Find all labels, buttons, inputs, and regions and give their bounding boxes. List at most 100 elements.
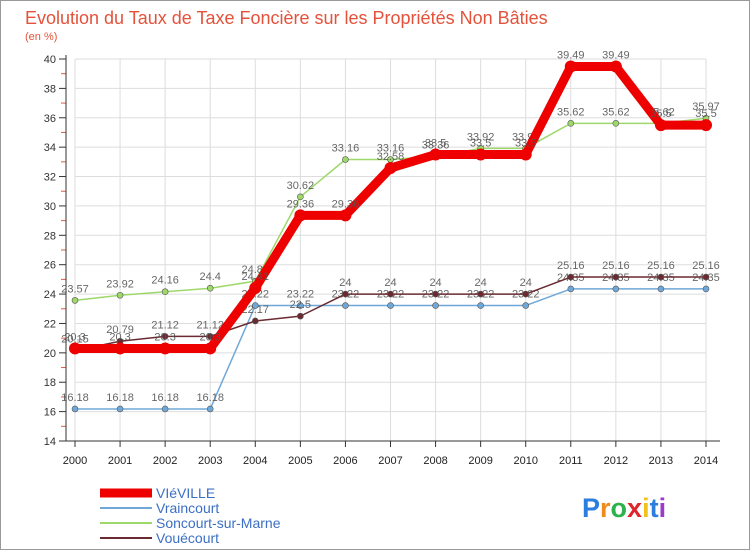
- data-label: 22.5: [290, 299, 311, 311]
- data-label: 39.49: [602, 49, 630, 61]
- x-tick-label: 2000: [63, 455, 87, 467]
- data-point: [700, 119, 712, 132]
- y-tick-label: 26: [44, 260, 56, 272]
- data-point: [161, 333, 169, 340]
- legend-label: VIéVILLE: [156, 485, 215, 501]
- data-point: [612, 285, 620, 293]
- x-tick-label: 2009: [468, 455, 492, 467]
- logo-text: Proxiti: [582, 493, 666, 523]
- data-label: 33.36: [422, 140, 450, 152]
- x-tick-label: 2002: [153, 455, 177, 467]
- data-point: [161, 405, 169, 413]
- data-label: 25.16: [602, 260, 630, 272]
- y-tick-label: 36: [44, 113, 56, 125]
- data-point: [432, 290, 439, 298]
- data-point: [161, 288, 169, 296]
- y-tick-label: 28: [44, 230, 56, 242]
- data-point: [429, 148, 442, 161]
- data-label: 30.62: [287, 180, 315, 192]
- data-point: [609, 60, 622, 73]
- x-tick-label: 2010: [513, 455, 537, 467]
- x-tick-label: 2012: [604, 455, 628, 467]
- data-label: 24: [520, 277, 532, 289]
- data-point: [116, 291, 124, 299]
- series-vraincourt: 16.1816.1816.1816.1823.2223.2223.2223.22…: [61, 272, 720, 413]
- logo-letter: o: [611, 493, 628, 523]
- x-tick-label: 2014: [694, 455, 718, 467]
- data-label: 33.16: [332, 142, 360, 154]
- data-label: 22.17: [242, 304, 270, 316]
- data-label: 33.16: [377, 142, 405, 154]
- data-point: [702, 285, 710, 293]
- data-label: 33.5: [425, 138, 446, 150]
- data-point: [339, 209, 352, 222]
- series-group: 16.1816.1816.1816.1823.2223.2223.2223.22…: [61, 49, 720, 413]
- data-point: [519, 148, 532, 161]
- data-label: 29.36: [332, 198, 360, 210]
- data-label: 24: [475, 277, 487, 289]
- legend: VIéVILLEVraincourtSoncourt-sur-MarneVoué…: [100, 485, 281, 546]
- data-point: [116, 405, 124, 413]
- data-label: 23.57: [61, 283, 89, 295]
- logo-letter: P: [582, 493, 600, 523]
- x-tick-label: 2003: [198, 455, 222, 467]
- legend-label: Vouécourt: [156, 530, 219, 546]
- data-label: 24.16: [151, 275, 179, 287]
- data-label: 24: [384, 277, 396, 289]
- y-tick-label: 40: [44, 54, 56, 66]
- series-viéville: 20.3 20.3 20.3 20.3 24.41 29.36 29.36 32.58 33.5…: [64, 49, 717, 355]
- data-label: 35.62: [602, 106, 630, 118]
- data-point: [294, 209, 307, 222]
- data-point: [432, 302, 439, 309]
- y-tick-label: 22: [44, 318, 56, 330]
- data-label: 20.3: [109, 331, 130, 343]
- data-label: 20.79: [106, 324, 134, 336]
- data-point: [522, 302, 530, 309]
- logo-letter: x: [627, 493, 642, 523]
- data-point: [567, 285, 575, 293]
- data-label: 20.3: [154, 331, 175, 343]
- data-point: [206, 284, 214, 292]
- data-point: [114, 342, 127, 355]
- axes: 14 16 18 20 22 24 26 28 30 32 34 36 38 40 2000 2001 2002…: [44, 54, 720, 467]
- data-label: 29.36: [287, 198, 315, 210]
- data-point: [387, 290, 394, 298]
- data-label: 20.3: [200, 331, 221, 343]
- y-tick-label: 30: [44, 201, 56, 213]
- y-axis-label: (en %): [25, 31, 57, 43]
- data-point: [384, 162, 397, 175]
- data-label: 23.92: [106, 278, 134, 290]
- data-label: 20.3: [64, 331, 85, 343]
- x-tick-label: 2001: [108, 455, 132, 467]
- chart-title: Evolution du Taux de Taxe Foncière sur l…: [25, 8, 548, 28]
- data-point: [206, 333, 214, 340]
- data-label: 23.22: [287, 289, 315, 301]
- data-label: 16.18: [196, 392, 224, 404]
- x-tick-label: 2013: [649, 455, 673, 467]
- data-label: 24: [429, 277, 441, 289]
- data-point: [159, 342, 172, 355]
- data-point: [477, 302, 484, 309]
- data-point: [71, 405, 79, 413]
- logo-letter: t: [650, 493, 659, 523]
- y-tick-label: 32: [44, 172, 56, 184]
- data-label: 32.58: [377, 151, 405, 163]
- logo-letter: i: [659, 493, 667, 523]
- data-label: 35.5: [650, 108, 671, 120]
- data-label: 25.16: [557, 260, 585, 272]
- x-tick-label: 2006: [333, 455, 357, 467]
- y-tick-label: 38: [44, 83, 56, 95]
- data-label: 35.62: [557, 106, 585, 118]
- x-tick-label: 2008: [423, 455, 447, 467]
- data-point: [297, 302, 304, 309]
- data-point: [567, 273, 575, 281]
- data-label: 16.18: [151, 392, 179, 404]
- data-label: 24.41: [242, 271, 270, 283]
- data-point: [612, 120, 620, 127]
- y-tick-label: 18: [44, 377, 56, 389]
- data-point: [654, 119, 667, 132]
- data-label: 33.5: [515, 138, 536, 150]
- proxiti-logo: Proxiti: [582, 493, 666, 523]
- logo-letter: r: [600, 493, 611, 523]
